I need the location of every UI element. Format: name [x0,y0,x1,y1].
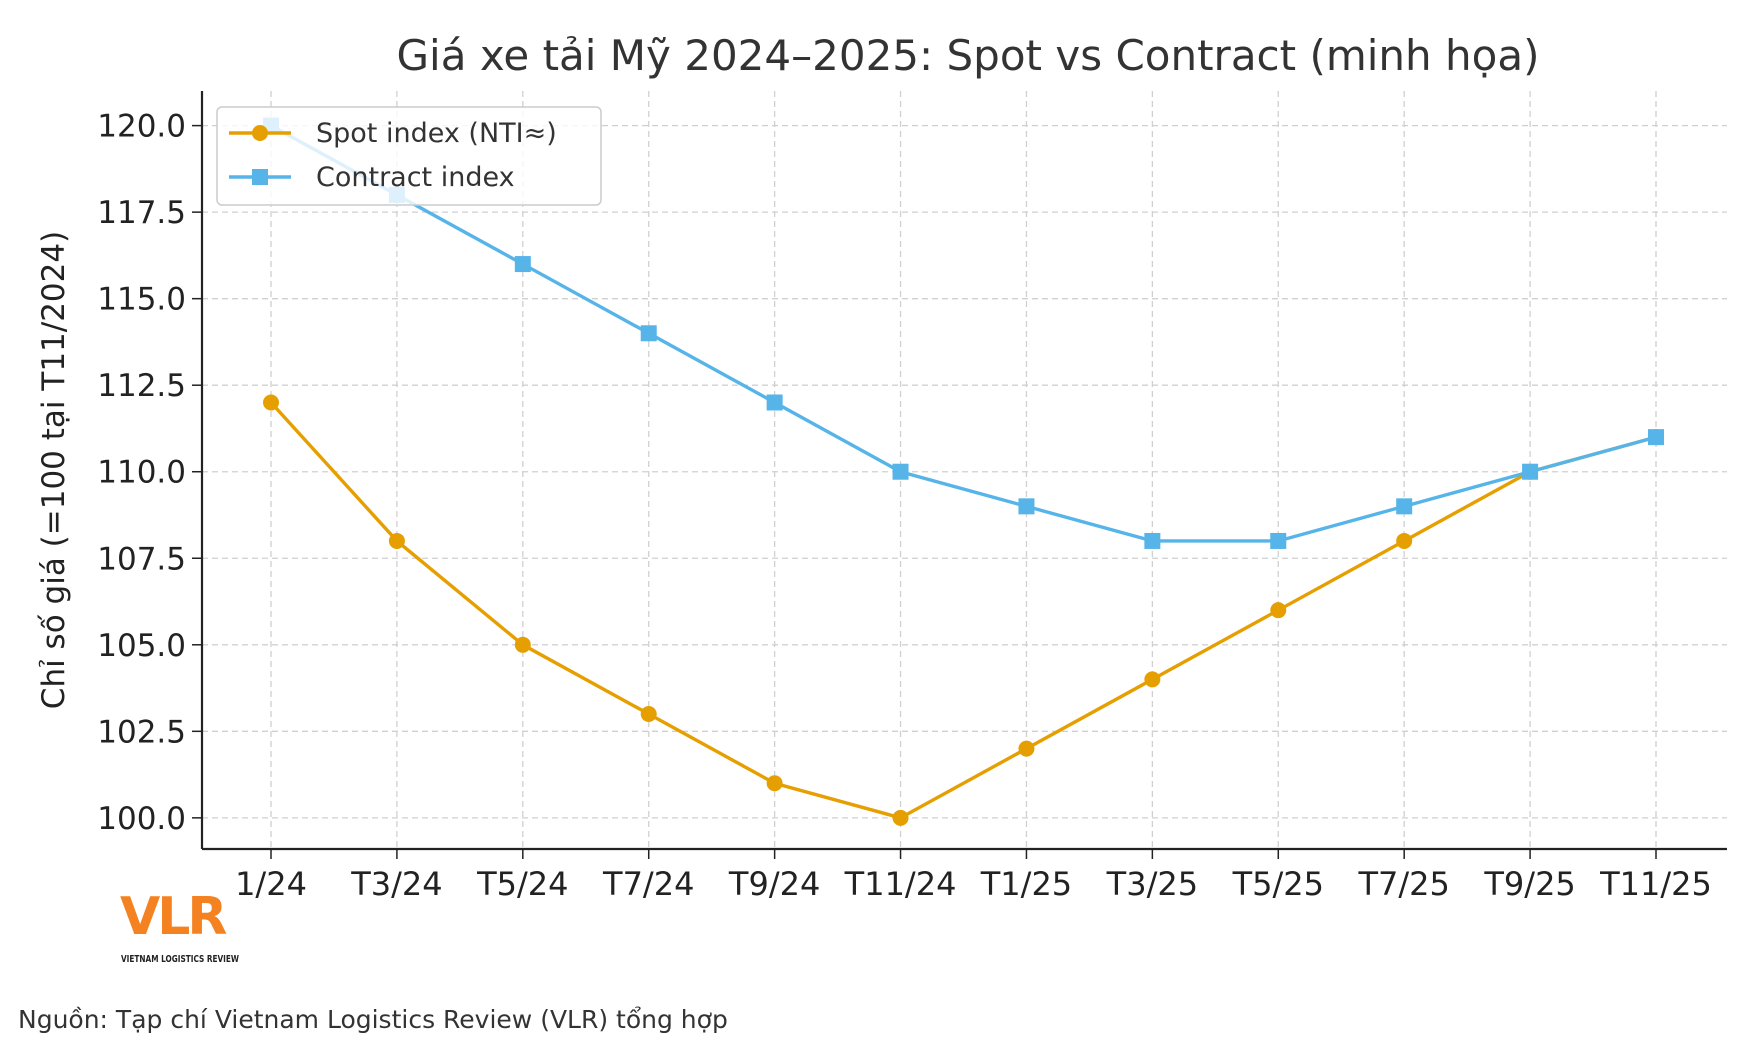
y-tick-label: 112.5 [97,368,186,404]
data-point [388,532,405,549]
chart-title: Giá xe tải Mỹ 2024–2025: Spot vs Contrac… [397,31,1540,80]
x-tick-label: T11/25 [1599,865,1712,903]
y-tick-label: 117.5 [97,195,186,231]
y-tick-label: 110.0 [97,455,186,491]
y-tick-label: 100.0 [97,801,186,837]
axes: 1/24 T3/24 T5/24 T7/24 T9/24 T11/24 T1/25 T3/25… [97,91,1727,903]
data-point [1270,532,1287,549]
x-tick-label: T9/25 [1483,865,1575,903]
data-point [1144,671,1161,688]
data-point [1648,429,1664,446]
grid [202,91,1727,849]
data-point [766,775,783,792]
data-point [1144,532,1161,549]
series-line [270,124,1657,543]
data-point [514,256,531,273]
y-tick-label: 115.0 [97,282,186,318]
x-tick-label: T3/25 [1106,865,1198,903]
x-tick-label: T9/24 [728,865,820,903]
source-note: Nguồn: Tạp chí Vietnam Logistics Review … [18,1005,728,1034]
data-point [1018,740,1035,757]
data-point [1396,498,1413,515]
y-axis-label: Chỉ số giá (=100 tại T11/2024) [36,231,72,709]
legend-box [216,106,602,206]
x-tick-label: T7/25 [1357,865,1449,903]
data-point [892,463,909,480]
legend: Spot index (NTI≈) Contract index [216,106,602,206]
vlr-logo: VLR VIETNAM LOGISTICS REVIEW [120,887,239,965]
x-tick-label: T1/25 [980,865,1072,903]
data-point [1270,602,1287,619]
x-tick-label: T3/24 [350,865,442,903]
x-tick-label: T7/24 [602,865,694,903]
y-tick-label: 120.0 [97,109,186,145]
logo-text: VLR [120,887,226,947]
data-point [514,636,531,653]
x-tick-label: T11/24 [844,865,957,903]
logo-subtitle: VIETNAM LOGISTICS REVIEW [121,954,239,965]
x-tick-label: T5/24 [476,865,568,903]
x-tick-label: 1/24 [235,865,307,903]
legend-marker [252,125,268,141]
data-point [640,706,657,723]
data-point [1522,463,1539,480]
legend-label: Contract index [316,162,515,193]
data-point [263,394,279,411]
data-point [1396,532,1413,549]
data-point [1018,498,1035,515]
legend-marker [252,169,268,185]
data-point [892,809,909,826]
x-tick-label: T5/25 [1232,865,1324,903]
y-tick-label: 105.0 [97,628,186,664]
data-point [640,325,657,342]
series-line [269,401,1657,820]
y-tick-label: 107.5 [97,541,186,577]
data-point [766,394,783,411]
legend-label: Spot index (NTI≈) [316,118,557,149]
y-tick-label: 102.5 [97,714,186,750]
